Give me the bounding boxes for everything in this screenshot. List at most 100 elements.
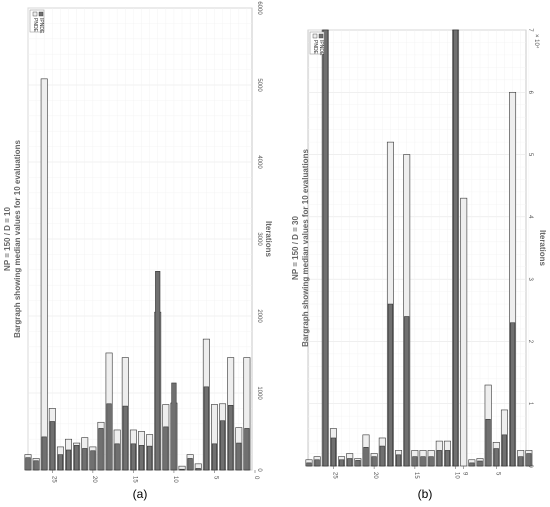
bar-ipnde (49, 421, 55, 471)
value-tick-label: 5 (527, 153, 533, 157)
bar-ipnde (228, 405, 234, 471)
bar-ipnde (428, 456, 434, 467)
bar-ipnde (114, 443, 120, 471)
bar-ipnde (501, 434, 508, 467)
value-tick-label: 3000 (256, 232, 262, 246)
bar-ipnde (147, 445, 153, 471)
legend-swatch (38, 11, 44, 17)
bar-pnde (40, 78, 48, 471)
bar-ipnde (347, 458, 353, 467)
bar-ipnde (171, 382, 177, 471)
value-axis-title: Iterations (538, 230, 547, 267)
bar-ipnde (33, 460, 39, 471)
value-tick-label: 5000 (256, 78, 262, 92)
bar-ipnde (82, 448, 88, 471)
bar-ipnde (219, 420, 226, 471)
value-tick-label: 1000 (256, 386, 262, 400)
bar-ipnde (98, 428, 104, 471)
bar-ipnde (106, 403, 112, 471)
category-tick-label: 15 (131, 476, 137, 483)
bar-ipnde (195, 468, 201, 471)
value-tick-label: 1 (527, 402, 533, 406)
value-tick-label: 7 (527, 28, 533, 32)
bar-ipnde (363, 447, 369, 467)
legend-label: PNDE (32, 18, 38, 33)
bar-ipnde (404, 316, 410, 467)
bar-ipnde (244, 428, 250, 471)
legend: PNDE IPNDE (309, 31, 325, 56)
category-tick-label: 25 (50, 476, 56, 483)
legend-swatch (312, 33, 318, 39)
bar-ipnde (306, 462, 312, 467)
bar-ipnde (338, 459, 345, 467)
bar-ipnde (74, 445, 80, 471)
category-tick-label: 20 (372, 472, 378, 479)
bar-ipnde (322, 29, 328, 467)
bar-ipnde (387, 303, 394, 467)
plot-area (307, 29, 527, 467)
category-tick-label: 20 (91, 476, 97, 483)
bar-ipnde (444, 450, 451, 467)
bar-ipnde (203, 386, 209, 471)
category-tick-label: 15 (413, 472, 419, 479)
bar-ipnde (452, 29, 459, 467)
legend-swatch (318, 33, 324, 39)
bar-pnde (460, 197, 468, 467)
legend-swatch (32, 11, 38, 17)
bar-ipnde (485, 418, 491, 467)
category-tick-label: 25 (331, 472, 337, 479)
value-axis-title: Iterations (264, 221, 273, 258)
bar-ipnde (493, 448, 499, 467)
bar-ipnde (412, 456, 418, 467)
bar-ipnde (477, 460, 483, 467)
bar-ipnde (436, 450, 442, 467)
bar-ipnde (65, 449, 72, 471)
bar-ipnde (395, 454, 402, 467)
bar-ipnde (379, 445, 385, 467)
bar-ipnde (469, 462, 475, 467)
bar-ipnde (526, 453, 532, 467)
value-tick-label: 6000 (256, 1, 262, 15)
value-tick-label: 2 (527, 340, 533, 344)
bar-ipnde (130, 443, 136, 471)
bar-ipnde (41, 436, 47, 471)
chart-panel-b: 0 1 2 3 4 5 6 7× 10⁴ 25 20 15 109 5 NP = 150 / D = 30… (291, 28, 547, 501)
legend: PNDE IPNDE (29, 9, 45, 34)
bar-ipnde (509, 322, 516, 467)
chart-panel-a: 0 1000 2000 3000 4000 5000 6000 25 20 15 10 5 0 NP = … (3, 1, 273, 501)
value-axis-multiplier: × 10⁴ (533, 34, 540, 49)
value-tick-label: 0 (527, 464, 533, 468)
bar-ipnde (163, 426, 169, 471)
category-tick-label: 0 (253, 476, 259, 480)
panel-caption: (a) (133, 487, 148, 501)
bar-ipnde (90, 450, 96, 471)
bar-ipnde (179, 468, 185, 471)
value-tick-label: 4 (527, 215, 533, 219)
legend-label: IPNDE (318, 40, 324, 56)
category-tick-label: 5 (494, 472, 500, 476)
category-tick-label: 10 (172, 476, 178, 483)
chart-title-line2: Bargraph showing median values for 10 ev… (13, 140, 22, 338)
bar-ipnde (371, 456, 377, 467)
panel-caption: (b) (418, 487, 433, 501)
bar-ipnde (518, 456, 524, 467)
category-tick-label: 9 (462, 472, 468, 476)
bar-ipnde (25, 457, 31, 471)
bar-ipnde (236, 442, 242, 471)
bar-ipnde (187, 458, 193, 471)
value-tick-label: 6 (527, 91, 533, 95)
bar-ipnde (122, 405, 128, 471)
value-tick-label: 2000 (256, 309, 262, 323)
value-tick-label: 4000 (256, 155, 262, 169)
bar-ipnde (211, 443, 218, 471)
bar-ipnde (355, 460, 361, 467)
bar-ipnde (57, 454, 64, 471)
legend-label: PNDE (312, 40, 318, 55)
bar-ipnde (330, 437, 337, 467)
legend-label: IPNDE (38, 18, 44, 34)
chart-title-line1: NP = 150 / D = 10 (3, 207, 12, 271)
bar-ipnde (155, 271, 161, 471)
bar-ipnde (420, 456, 426, 467)
value-tick-label: 0 (256, 468, 262, 472)
